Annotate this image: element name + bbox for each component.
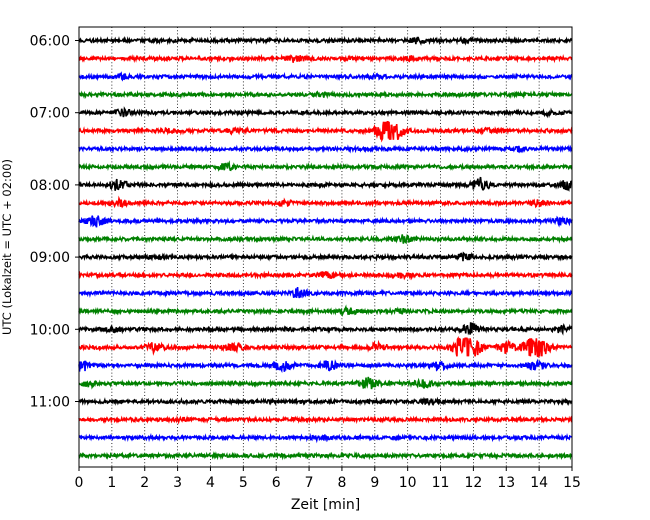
trace-row-0630 bbox=[78, 71, 573, 82]
trace-row-0745 bbox=[78, 160, 573, 172]
x-tick-label-7: 7 bbox=[305, 475, 314, 491]
y-tick-label-10:00: 10:00 bbox=[30, 322, 70, 338]
y-tick-label-07:00: 07:00 bbox=[30, 106, 70, 122]
x-tick-label-10: 10 bbox=[399, 475, 417, 491]
x-tick-label-9: 9 bbox=[370, 475, 379, 491]
trace-row-0945 bbox=[78, 304, 573, 318]
trace-row-0845 bbox=[78, 233, 573, 245]
trace-row-0915 bbox=[78, 270, 573, 281]
trace-row-0700 bbox=[78, 106, 573, 119]
trace-row-0715 bbox=[78, 120, 573, 143]
trace-row-1015 bbox=[78, 336, 573, 358]
y-axis-ticks: 06:00 07:00 08:00 09:00 10:00 11:00 bbox=[30, 34, 79, 411]
trace-lines bbox=[78, 35, 573, 461]
trace-row-0600 bbox=[78, 35, 573, 46]
trace-row-1045 bbox=[78, 376, 573, 390]
trace-row-0815 bbox=[78, 195, 573, 209]
x-tick-label-0: 0 bbox=[75, 475, 84, 491]
trace-row-0900 bbox=[78, 251, 573, 262]
trace-row-1115 bbox=[78, 414, 573, 425]
trace-row-0730 bbox=[78, 144, 573, 154]
trace-row-1030 bbox=[78, 358, 573, 374]
x-axis-ticks: 0 1 2 3 4 5 6 7 8 9 10 11 12 13 14 15 bbox=[75, 467, 581, 491]
y-axis-label: UTC (Lokalzeit = UTC + 02:00) bbox=[0, 159, 14, 335]
trace-row-0930 bbox=[78, 287, 573, 299]
plot-frame bbox=[78, 26, 573, 468]
x-tick-label-14: 14 bbox=[530, 475, 548, 491]
x-tick-label-15: 15 bbox=[563, 475, 581, 491]
trace-row-1000 bbox=[78, 322, 573, 336]
trace-row-0800 bbox=[78, 176, 573, 192]
x-tick-label-4: 4 bbox=[206, 475, 215, 491]
trace-row-1145 bbox=[78, 451, 573, 461]
x-tick-label-12: 12 bbox=[464, 475, 482, 491]
trace-row-0830 bbox=[78, 215, 573, 228]
y-tick-label-06:00: 06:00 bbox=[30, 34, 70, 50]
x-tick-label-1: 1 bbox=[107, 475, 116, 491]
y-tick-label-09:00: 09:00 bbox=[30, 250, 70, 266]
x-tick-label-3: 3 bbox=[173, 475, 182, 491]
x-tick-label-8: 8 bbox=[337, 475, 346, 491]
trace-row-0615 bbox=[78, 53, 573, 64]
trace-row-0645 bbox=[78, 90, 573, 100]
x-tick-label-11: 11 bbox=[432, 475, 450, 491]
y-tick-label-08:00: 08:00 bbox=[30, 178, 70, 194]
x-tick-label-13: 13 bbox=[497, 475, 515, 491]
x-tick-label-2: 2 bbox=[140, 475, 149, 491]
trace-row-1130 bbox=[78, 432, 573, 444]
x-tick-label-6: 6 bbox=[272, 475, 281, 491]
trace-row-1100 bbox=[78, 396, 573, 407]
x-axis-label: Zeit [min] bbox=[291, 497, 360, 513]
y-tick-label-11:00: 11:00 bbox=[30, 395, 70, 411]
x-tick-label-5: 5 bbox=[239, 475, 248, 491]
